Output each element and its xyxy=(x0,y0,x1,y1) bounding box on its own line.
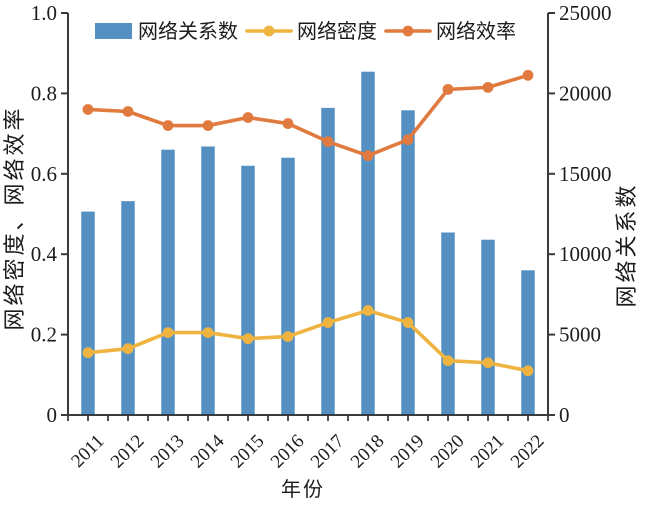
density-line-point-2021 xyxy=(482,357,494,369)
density-line-point-2020 xyxy=(442,355,454,367)
axes-layer xyxy=(67,13,549,416)
bars-layer xyxy=(81,71,535,416)
right-tick-label: 25000 xyxy=(559,1,612,25)
bar-2012 xyxy=(121,201,135,415)
efficiency-line xyxy=(86,73,530,158)
legend-label-efficiency-line: 网络效率 xyxy=(436,20,516,43)
x-category-label-2011: 2011 xyxy=(67,431,108,472)
x-category-label-2022: 2022 xyxy=(507,431,549,473)
left-tick-label: 0.6 xyxy=(31,162,57,186)
lines-layer xyxy=(82,69,534,377)
x-category-label-2020: 2020 xyxy=(427,431,469,473)
right-tick-label: 5000 xyxy=(559,323,601,347)
efficiency-line-point-2012 xyxy=(122,106,134,117)
right-tick-label: 10000 xyxy=(559,242,612,266)
x-category-label-2017: 2017 xyxy=(307,431,349,473)
right-axis-tick-labels: 0 5000 10000 15000 20000 25000 xyxy=(559,1,612,427)
x-category-labels: 2011201220132014201520162017201820192020… xyxy=(67,430,548,472)
bar-2021 xyxy=(481,239,495,415)
efficiency-line-point-2017 xyxy=(322,136,334,148)
density-line-point-2018 xyxy=(362,305,374,316)
bar-2014 xyxy=(201,146,215,416)
bar-2020 xyxy=(441,232,455,415)
bar-2022 xyxy=(521,270,535,415)
efficiency-line-point-2016 xyxy=(282,118,294,129)
x-category-label-2018: 2018 xyxy=(347,431,389,473)
legend-label-density-line: 网络密度 xyxy=(297,20,377,43)
bar-2011 xyxy=(81,211,95,415)
efficiency-line-point-2018 xyxy=(362,150,374,162)
density-line-point-2011 xyxy=(82,347,94,359)
density-line-point-2014 xyxy=(202,327,214,338)
efficiency-line-point-2021 xyxy=(482,81,494,93)
bottom-axis-ticks xyxy=(67,415,549,421)
legend-swatch-relations-bars xyxy=(95,23,132,39)
efficiency-line-point-2013 xyxy=(162,120,174,131)
left-axis-tick-labels: 0 0.2 0.4 0.6 0.8 1.0 xyxy=(31,1,58,427)
density-line xyxy=(86,308,530,373)
bar-2015 xyxy=(241,165,255,415)
left-axis-ticks xyxy=(61,12,68,416)
efficiency-line-point-2015 xyxy=(242,112,254,123)
right-tick-label: 15000 xyxy=(559,162,612,186)
bar-2013 xyxy=(161,149,175,415)
x-category-label-2015: 2015 xyxy=(227,431,269,473)
right-axis-title: 网络关系数 xyxy=(614,182,639,307)
efficiency-line-point-2011 xyxy=(82,104,94,115)
density-line-point-2013 xyxy=(162,327,174,338)
density-line-point-2019 xyxy=(402,317,414,328)
bar-2016 xyxy=(281,157,295,415)
right-tick-label: 0 xyxy=(559,403,570,427)
density-line-point-2016 xyxy=(282,331,294,343)
density-line-point-2017 xyxy=(322,317,334,328)
x-category-label-2021: 2021 xyxy=(467,431,509,473)
bar-2017 xyxy=(321,107,335,415)
density-line-point-2022 xyxy=(522,365,534,377)
efficiency-line-point-2019 xyxy=(402,134,414,146)
density-line-point-2015 xyxy=(242,333,254,345)
x-category-label-2016: 2016 xyxy=(267,431,309,473)
efficiency-line-point-2022 xyxy=(522,69,534,81)
legend-marker-efficiency-line xyxy=(402,25,414,37)
left-tick-label: 0.8 xyxy=(31,81,57,105)
x-category-label-2013: 2013 xyxy=(147,431,189,473)
legend: 网络关系数 网络密度 网络效率 xyxy=(95,20,516,43)
left-axis-title: 网络密度、网络效率 xyxy=(2,105,27,330)
right-tick-label: 20000 xyxy=(559,81,612,105)
left-tick-label: 1.0 xyxy=(31,1,57,25)
bar-2018 xyxy=(361,71,375,415)
legend-marker-density-line xyxy=(263,25,275,37)
x-category-label-2014: 2014 xyxy=(187,430,229,472)
density-line-point-2012 xyxy=(122,343,134,355)
legend-label-relations-bars: 网络关系数 xyxy=(138,20,238,43)
bar-2019 xyxy=(401,110,415,415)
x-category-label-2012: 2012 xyxy=(107,431,149,473)
left-tick-label: 0 xyxy=(47,403,58,427)
efficiency-line-point-2020 xyxy=(442,83,454,95)
x-category-label-2019: 2019 xyxy=(387,431,429,473)
efficiency-line-point-2014 xyxy=(202,120,214,131)
left-tick-label: 0.2 xyxy=(31,323,57,347)
left-tick-label: 0.4 xyxy=(31,242,58,266)
x-axis-title: 年份 xyxy=(281,478,325,501)
right-axis-ticks xyxy=(548,12,555,416)
